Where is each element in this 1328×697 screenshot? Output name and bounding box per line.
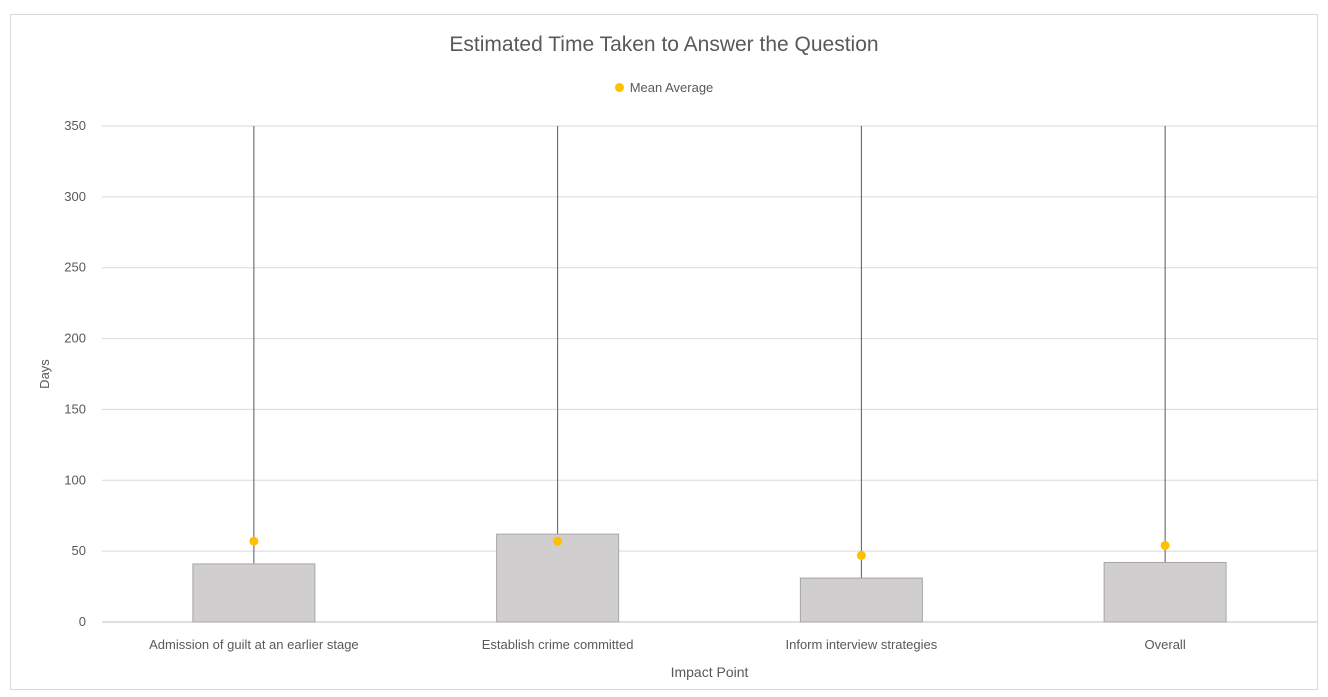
legend-marker-mean (614, 83, 624, 92)
bar (1103, 561, 1227, 623)
x-tick-label: Admission of guilt at an earlier stage (149, 637, 359, 652)
y-axis-label: Days (37, 359, 52, 389)
x-axis-label: Impact Point (671, 664, 749, 680)
y-tick-label: 250 (64, 260, 86, 275)
y-tick-label: 300 (64, 189, 86, 204)
mean-point (1160, 540, 1170, 550)
x-tick-label: Overall (1145, 637, 1186, 652)
bar (192, 563, 316, 623)
y-tick-label: 100 (64, 472, 86, 487)
bar (799, 577, 923, 623)
y-tick-label: 200 (64, 331, 86, 346)
y-tick-label: 0 (79, 614, 86, 629)
chart-title: Estimated Time Taken to Answer the Quest… (449, 33, 879, 56)
legend: Mean Average (0, 80, 1328, 95)
x-tick-label: Establish crime committed (482, 637, 634, 652)
y-tick-label: 150 (64, 401, 86, 416)
bar (496, 533, 620, 623)
y-tick-label: 350 (64, 118, 86, 133)
mean-point (856, 550, 866, 560)
legend-label-mean: Mean Average (629, 80, 714, 95)
mean-point (553, 536, 563, 546)
mean-point (249, 536, 259, 546)
x-tick-label: Inform interview strategies (786, 637, 938, 652)
y-tick-label: 50 (72, 543, 86, 558)
